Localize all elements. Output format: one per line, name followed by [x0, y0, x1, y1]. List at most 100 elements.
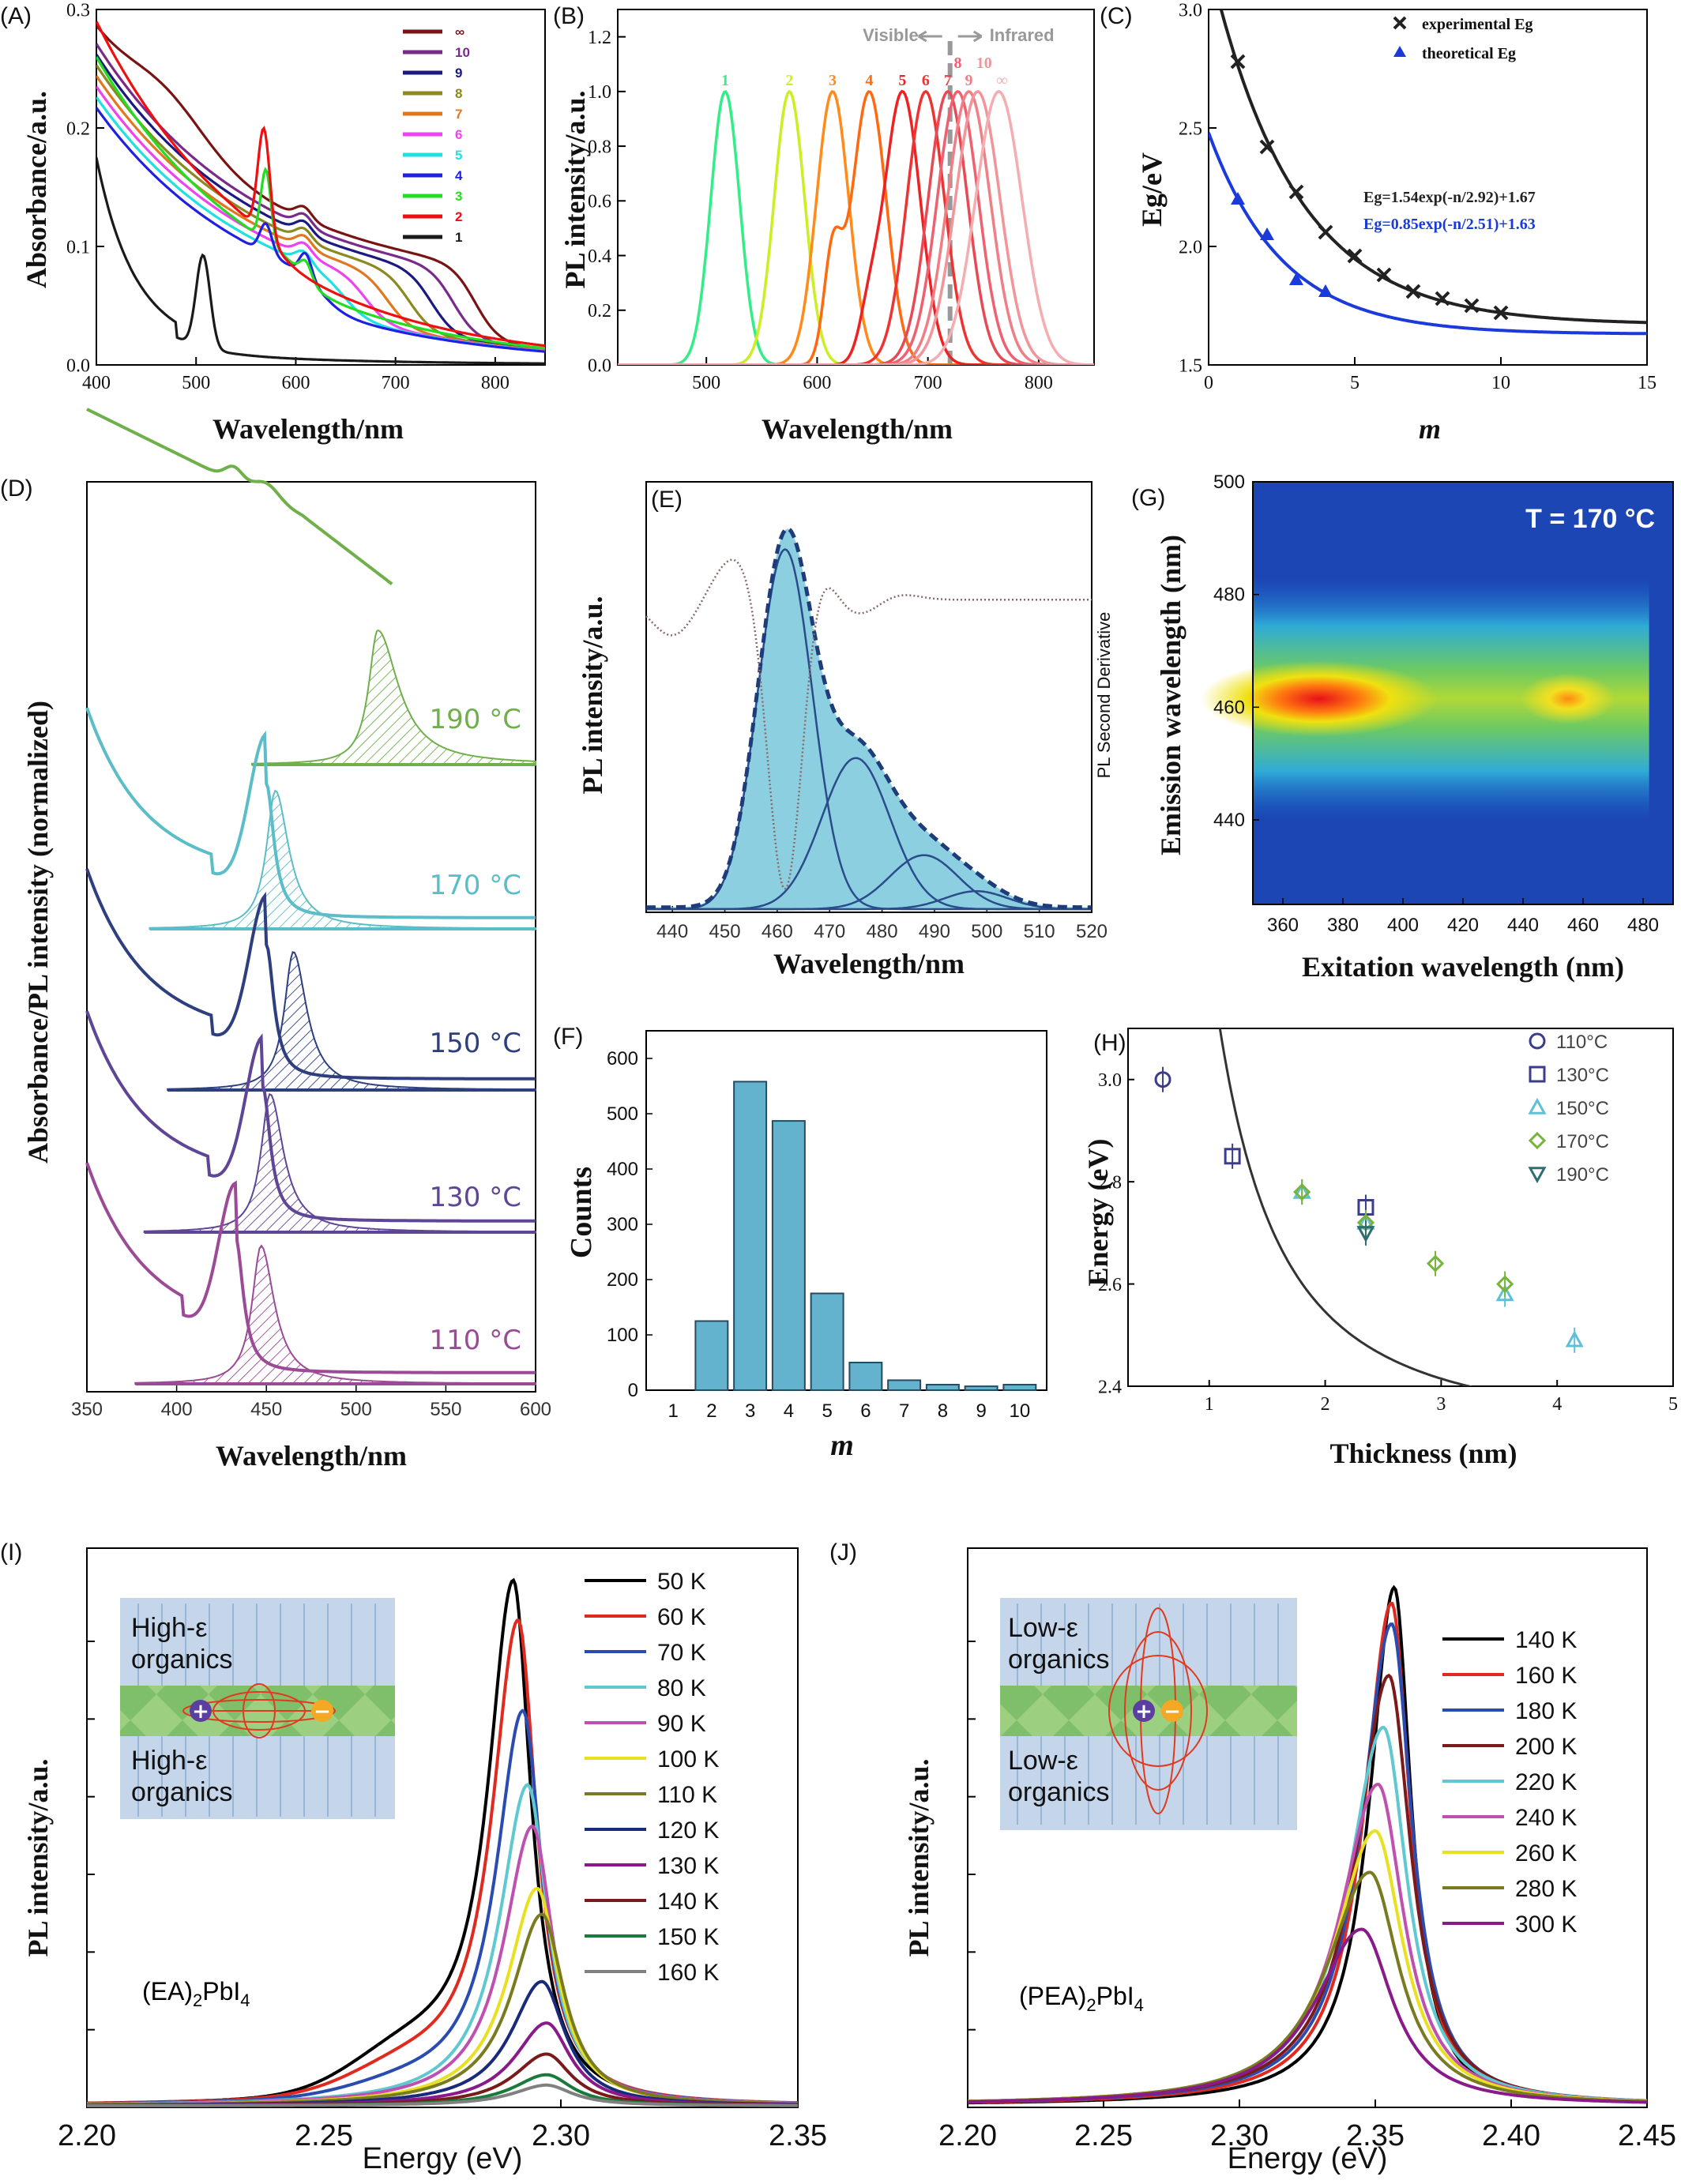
I-series [87, 1577, 798, 2107]
h-point [1224, 1148, 1241, 1165]
c-y-tick-label: 2.0 [1179, 237, 1202, 257]
g-hotspot-main [1200, 660, 1438, 737]
g-y-tick-label: 440 [1213, 810, 1245, 831]
d-ylabel: Absorbance/PL intensity (normalized) [22, 701, 54, 1163]
c-point-experimental [1405, 284, 1421, 299]
d-x-tick-label: 350 [71, 1399, 103, 1420]
panel-g: (G) T = 170 °C 360 380 400 420 440 460 480 440 460… [1131, 472, 1674, 983]
I-ylabel: PL intensity/a.u. [22, 1758, 54, 1957]
g-hotspot-secondary [1521, 673, 1615, 724]
panel-label: (G) [1131, 485, 1165, 511]
c-fit-experimental [1219, 9, 1647, 325]
J-x-tick-label: 2.45 [1618, 2119, 1676, 2152]
g-y-tick-label: 480 [1213, 585, 1245, 606]
f-x-tick-label: 2 [706, 1400, 716, 1422]
e-x-tick-label: 520 [1076, 921, 1108, 942]
e-fill [646, 528, 1092, 909]
c-x-tick-label: 5 [1350, 373, 1359, 393]
f-bar [964, 1385, 998, 1391]
b-y-tick-label: 0.4 [588, 246, 611, 267]
h-legend-label: 150°C [1556, 1098, 1609, 1119]
g-ylabel: Emission wavelength (nm) [1155, 535, 1186, 855]
J-inset-top-2: organics [1008, 1645, 1110, 1675]
d-pl-peak [167, 951, 536, 1091]
I-legend-label: 120 K [657, 1817, 719, 1844]
c-point-experimental [1288, 184, 1304, 200]
text-part: 2 [193, 1990, 202, 2010]
panel-label: (B) [553, 3, 585, 29]
I-legend-label: 90 K [657, 1711, 706, 1737]
c-point-experimental [1464, 298, 1480, 314]
c-point-theoretical [1289, 273, 1303, 285]
a-ylabel: Absorbance/a.u. [21, 91, 52, 288]
e-component-line [646, 889, 1092, 911]
text-part: (EA) [142, 1977, 193, 2005]
d-abs-curve [85, 1162, 536, 1374]
h-legend-label: 130°C [1556, 1065, 1609, 1086]
a-legend-label: 5 [455, 148, 462, 163]
J-x-tick-label: 2.30 [1210, 2119, 1269, 2152]
d-series-label: 150 °C [430, 1028, 521, 1059]
h-legend-label: 190°C [1556, 1164, 1609, 1186]
a-legend-label: 2 [455, 209, 462, 224]
b-xlabel: Wavelength/nm [762, 413, 953, 445]
f-x-tick-label: 7 [899, 1400, 909, 1422]
h-y-tick-label: 3.0 [1098, 1070, 1122, 1091]
b-series-line [618, 89, 1094, 365]
J-legend-label: 240 K [1515, 1805, 1577, 1831]
text-part: 4 [240, 1990, 250, 2010]
panel-d: (D) 350 400 450 500 550 600 Wavelength/nm Absorb… [0, 408, 551, 1472]
I-inset-bottom-1: High-ε [131, 1746, 207, 1776]
b-ylabel: PL intensity/a.u. [559, 90, 591, 288]
a-series-line [96, 43, 545, 351]
b-series-line [618, 89, 1094, 365]
b-arrow-left-icon [917, 30, 942, 43]
f-x-tick-label: 9 [976, 1400, 986, 1422]
a-series-line [96, 107, 545, 353]
J-series-line [968, 1783, 1647, 2103]
f-xlabel: m [830, 1429, 854, 1462]
J-series [968, 1584, 1647, 2105]
f-y-tick-label: 500 [607, 1103, 638, 1125]
J-legend-label: 140 K [1515, 1627, 1577, 1653]
J-inset-top-1: Low-ε [1008, 1613, 1078, 1643]
c-legend-theo: theoretical Eg [1422, 45, 1516, 62]
I-legend-label: 70 K [657, 1640, 706, 1666]
f-y-tick-label: 100 [607, 1325, 638, 1346]
a-series-line [96, 56, 545, 350]
f-bar [810, 1292, 844, 1391]
e-second-derivative [645, 558, 1092, 890]
panel-f: (F) 0 100 200 300 400 500 600 1 2 3 4 5 6 7 8 9 10 m Counts [553, 1024, 1047, 1462]
I-legend-label: 60 K [657, 1604, 706, 1630]
c-point-experimental [1230, 54, 1246, 70]
h-y-tick-label: 2.6 [1098, 1275, 1122, 1295]
I-legend-label: 110 K [657, 1782, 717, 1808]
b-x-tick-label: 600 [803, 373, 831, 393]
J-legend-label: 160 K [1515, 1663, 1577, 1689]
b-series-line [618, 89, 1094, 365]
b-x-tick-label: 700 [914, 373, 942, 393]
J-legend-label: 220 K [1515, 1769, 1577, 1795]
panel-label: (A) [0, 3, 32, 29]
J-legend-label: 280 K [1515, 1876, 1577, 1902]
g-x-tick-label: 420 [1447, 915, 1479, 936]
e-ylabel: PL intensity/a.u. [577, 596, 608, 794]
e-ylabel-right: PL Second Derivative [1094, 612, 1114, 779]
a-series-line [96, 157, 545, 365]
e-envelope [646, 527, 1092, 910]
h-x-tick-label: 1 [1205, 1394, 1214, 1415]
c-point-theoretical [1318, 284, 1333, 297]
J-inset-bottom-1: Low-ε [1008, 1746, 1078, 1776]
plot-frame [96, 9, 546, 366]
panel-label: (I) [0, 1539, 22, 1566]
f-x-tick-label: 8 [938, 1400, 948, 1422]
I-legend-label: 150 K [657, 1924, 719, 1950]
g-x-tick-label: 380 [1327, 915, 1359, 936]
f-x-tick-label: 4 [784, 1400, 794, 1422]
I-inset-bottom-2: organics [131, 1777, 233, 1807]
d-x-tick-label: 400 [161, 1399, 193, 1420]
J-legend-label: 260 K [1515, 1840, 1577, 1866]
plot-frame [1208, 9, 1648, 366]
b-arrow-right-icon [957, 30, 983, 43]
plot-frame [967, 1547, 1648, 2108]
